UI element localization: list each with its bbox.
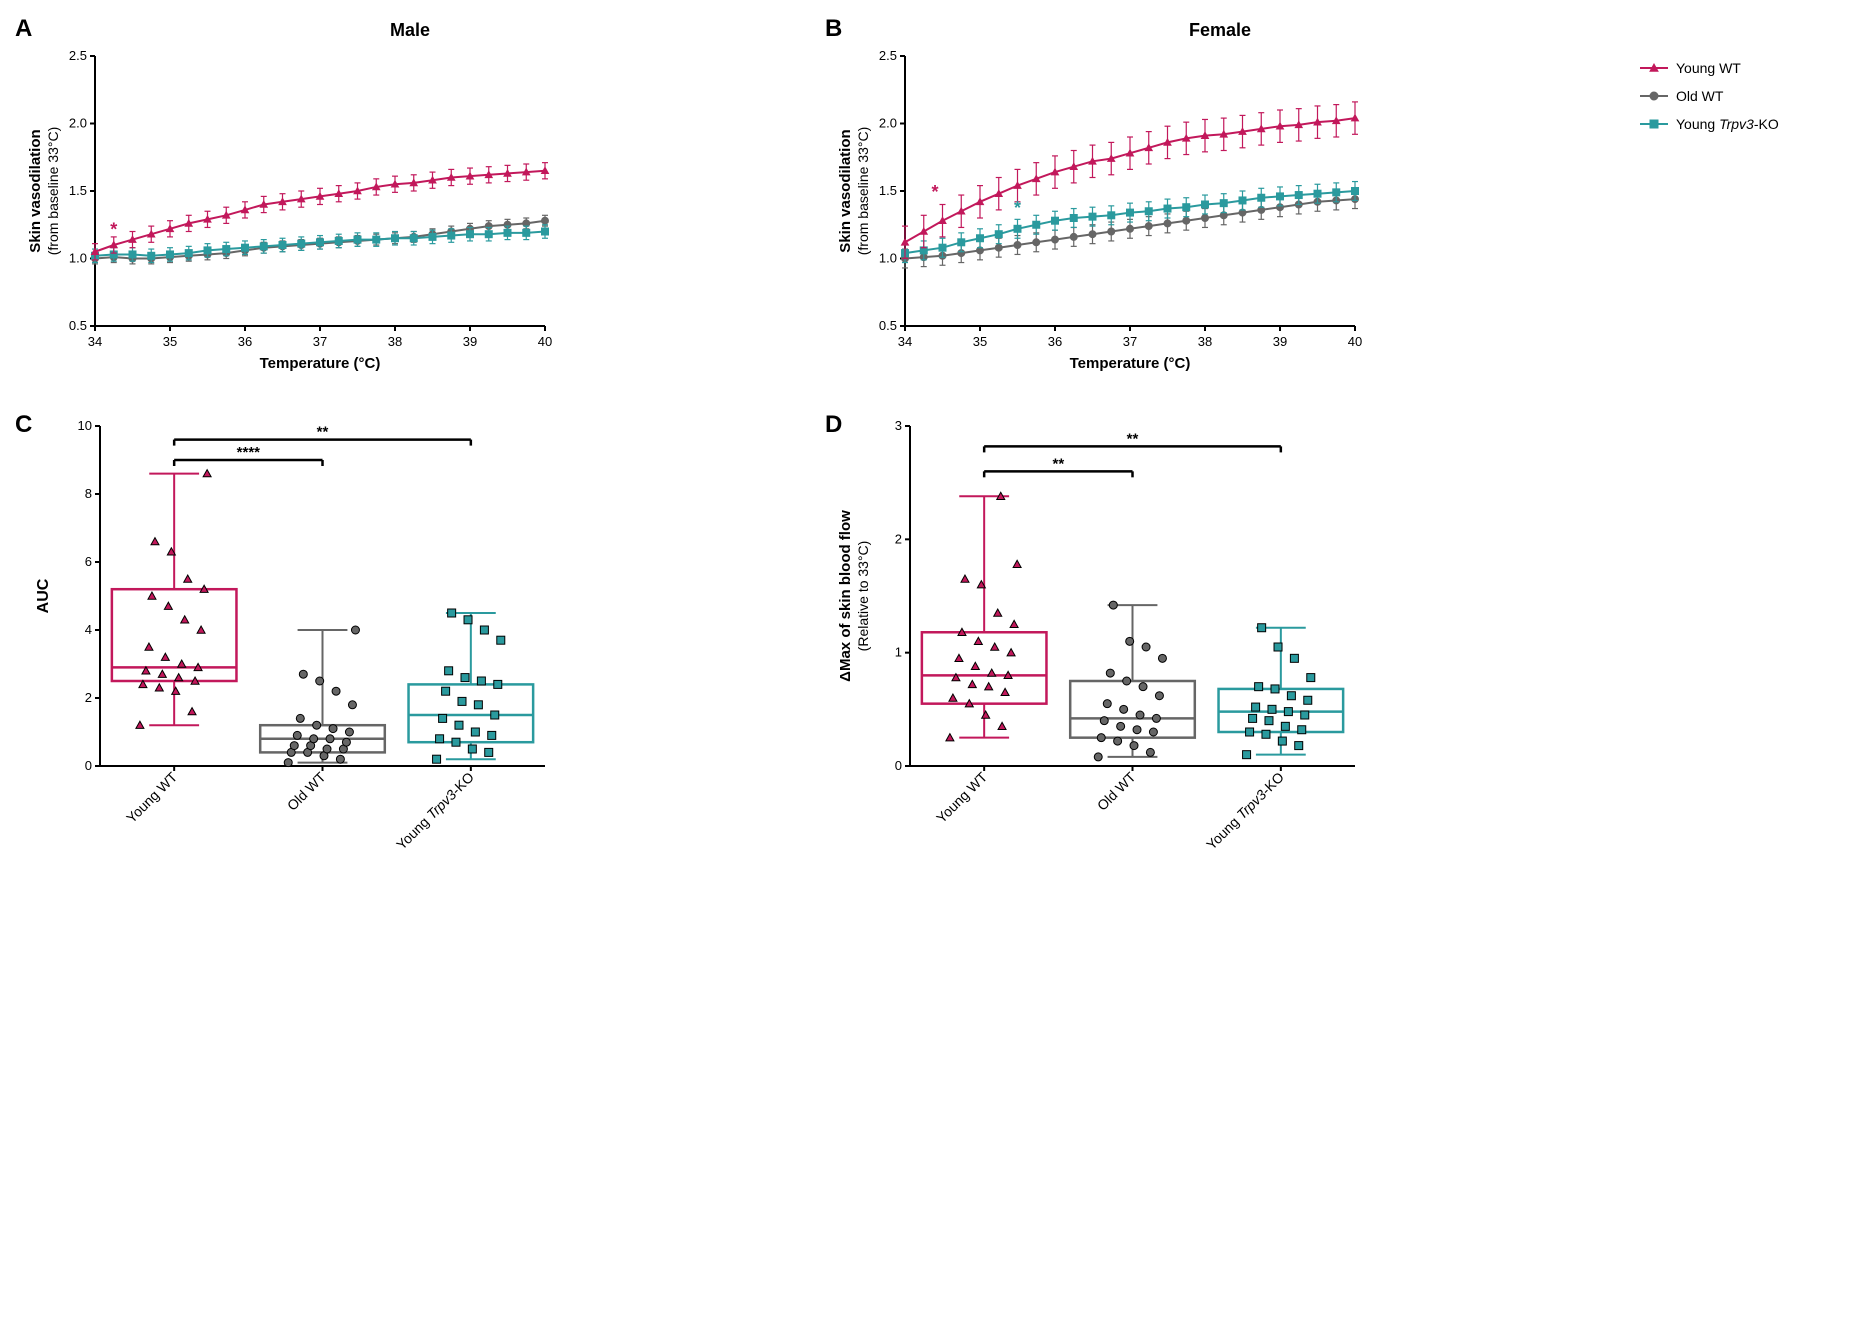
svg-text:1: 1 xyxy=(895,645,902,660)
legend-item: Young WT xyxy=(1640,60,1840,76)
panel-b-chart: 0.5 1.0 1.5 2.0 2.5 34 35 36 37 38 39 40 Skin vasodi… xyxy=(830,46,1370,376)
svg-text:40: 40 xyxy=(1348,334,1362,349)
svg-text:0.5: 0.5 xyxy=(69,318,87,333)
svg-text:Young Trpv3-KO: Young Trpv3-KO xyxy=(393,769,477,853)
svg-text:8: 8 xyxy=(85,486,92,501)
svg-text:*: * xyxy=(110,220,117,240)
svg-text:10: 10 xyxy=(78,418,92,433)
svg-text:Young WT: Young WT xyxy=(123,768,180,825)
panel-d-label: D xyxy=(825,411,842,439)
svg-text:1.0: 1.0 xyxy=(69,251,87,266)
panel-d-chart: 0 1 2 3 ΔMax of skin blood flow(Relative to … xyxy=(830,416,1370,896)
svg-text:2.5: 2.5 xyxy=(879,48,897,63)
legend-item: Old WT xyxy=(1640,88,1840,104)
svg-text:*: * xyxy=(1014,198,1021,218)
svg-text:37: 37 xyxy=(1123,334,1137,349)
panel-c: C 0246810AUCYoung WTOld WTYoung Trpv3-KO… xyxy=(20,416,800,896)
svg-text:1.5: 1.5 xyxy=(879,183,897,198)
svg-text:35: 35 xyxy=(973,334,987,349)
panel-b-title: Female xyxy=(830,20,1610,41)
svg-text:40: 40 xyxy=(538,334,552,349)
svg-text:ΔMax of skin blood flow: ΔMax of skin blood flow xyxy=(837,510,854,682)
panel-a-chart: 0.5 1.0 1.5 2.0 2.5 34 35 36 37 38 39 40 Skin vasodi… xyxy=(20,46,560,376)
svg-text:2.0: 2.0 xyxy=(879,116,897,131)
svg-text:Young Trpv3-KO: Young Trpv3-KO xyxy=(1203,769,1287,853)
svg-text:6: 6 xyxy=(85,554,92,569)
svg-text:35: 35 xyxy=(163,334,177,349)
svg-text:34: 34 xyxy=(898,334,912,349)
panel-a-title: Male xyxy=(20,20,800,41)
svg-text:(from baseline 33°C): (from baseline 33°C) xyxy=(855,127,871,256)
svg-text:AUC: AUC xyxy=(35,578,52,613)
svg-text:Skin vasodilation: Skin vasodilation xyxy=(837,129,854,252)
panel-b-label: B xyxy=(825,15,842,43)
svg-text:Old WT: Old WT xyxy=(1094,768,1139,813)
svg-text:4: 4 xyxy=(85,622,92,637)
svg-text:1.0: 1.0 xyxy=(879,251,897,266)
svg-text:Young WT: Young WT xyxy=(933,768,990,825)
svg-text:2.5: 2.5 xyxy=(69,48,87,63)
svg-text:37: 37 xyxy=(313,334,327,349)
svg-text:**: ** xyxy=(317,424,329,441)
svg-text:(Relative to 33°C): (Relative to 33°C) xyxy=(855,541,871,652)
legend: Young WT Old WT Young Trpv3-KO xyxy=(1640,20,1840,376)
panel-d: D 0123ΔMax of skin blood flow(Relative t… xyxy=(830,416,1610,896)
svg-text:(from baseline 33°C): (from baseline 33°C) xyxy=(45,127,61,256)
svg-text:*: * xyxy=(931,182,938,202)
svg-text:1.5: 1.5 xyxy=(69,183,87,198)
svg-text:0: 0 xyxy=(895,758,902,773)
svg-text:36: 36 xyxy=(238,334,252,349)
panel-c-chart: 0 2 4 6 8 10 AUC Young WT Old WT Young Trpv3-KO **… xyxy=(20,416,560,896)
panel-b: B Female 0.51.01.52.02.534353637383940Sk… xyxy=(830,20,1610,376)
svg-text:38: 38 xyxy=(388,334,402,349)
svg-text:Old WT: Old WT xyxy=(284,768,329,813)
svg-text:3: 3 xyxy=(895,418,902,433)
svg-text:Temperature (°C): Temperature (°C) xyxy=(1070,355,1191,372)
svg-text:**: ** xyxy=(1127,430,1139,447)
svg-text:38: 38 xyxy=(1198,334,1212,349)
svg-text:0.5: 0.5 xyxy=(879,318,897,333)
svg-text:2: 2 xyxy=(895,531,902,546)
svg-text:**: ** xyxy=(1052,455,1064,472)
svg-text:****: **** xyxy=(237,444,261,461)
svg-text:39: 39 xyxy=(1273,334,1287,349)
svg-text:Temperature (°C): Temperature (°C) xyxy=(260,355,381,372)
svg-text:36: 36 xyxy=(1048,334,1062,349)
svg-text:0: 0 xyxy=(85,758,92,773)
panel-c-label: C xyxy=(15,411,32,439)
figure-grid: A Male 0.51.01.52.02.534353637383940Skin… xyxy=(20,20,1840,896)
panel-a: A Male 0.51.01.52.02.534353637383940Skin… xyxy=(20,20,800,376)
svg-text:39: 39 xyxy=(463,334,477,349)
svg-text:Skin vasodilation: Skin vasodilation xyxy=(27,129,44,252)
panel-a-label: A xyxy=(15,15,32,43)
legend-item: Young Trpv3-KO xyxy=(1640,116,1840,132)
svg-text:34: 34 xyxy=(88,334,102,349)
svg-text:2.0: 2.0 xyxy=(69,116,87,131)
svg-text:2: 2 xyxy=(85,690,92,705)
